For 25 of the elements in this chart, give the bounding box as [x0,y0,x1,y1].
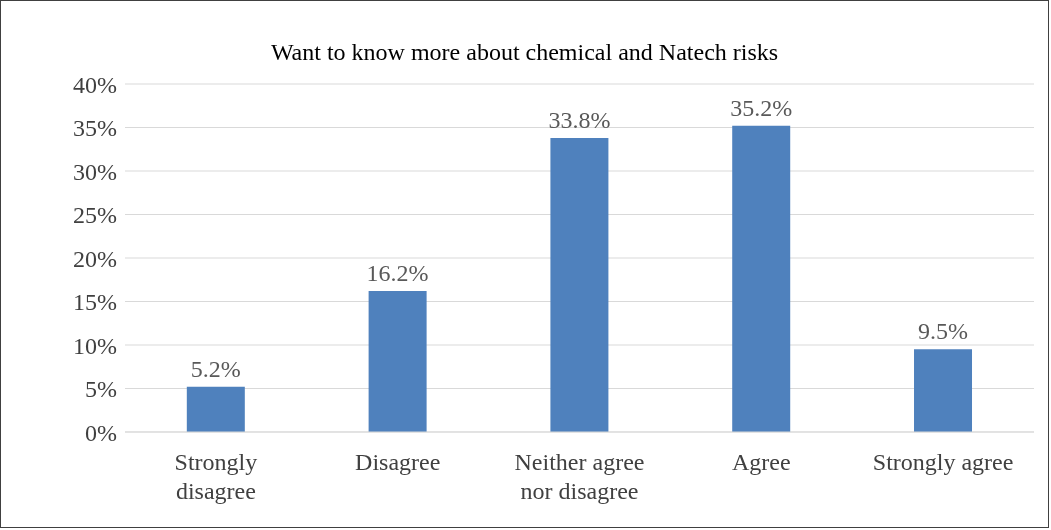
bar [186,386,245,432]
bar [914,349,973,432]
data-label: 9.5% [918,318,969,345]
chart-title: Want to know more about chemical and Natech risks [269,39,780,66]
data-label: 33.8% [548,106,611,133]
y-tick-label: 0% [85,419,117,446]
y-tick-label: 40% [73,71,117,98]
y-tick-label: 25% [73,202,117,229]
x-tick-label: Disagree [355,449,441,475]
bar [368,291,427,432]
x-tick-label: Strongly agree [872,449,1014,475]
y-tick-label: 10% [73,332,117,359]
y-tick-label: 30% [73,158,117,185]
y-tick-label: 5% [85,376,117,403]
data-label: 35.2% [730,94,793,121]
data-label: 5.2% [190,355,241,382]
data-label: 16.2% [366,260,429,287]
bar [732,125,791,432]
bar [550,137,609,432]
x-tick-label: Agree [731,449,791,475]
y-tick-label: 20% [73,245,117,272]
y-tick-label: 35% [73,115,117,142]
y-tick-label: 15% [73,289,117,316]
x-tick-label: Strongly disagree [174,449,258,504]
x-tick-label: Neither agree nor disagree [514,449,645,504]
